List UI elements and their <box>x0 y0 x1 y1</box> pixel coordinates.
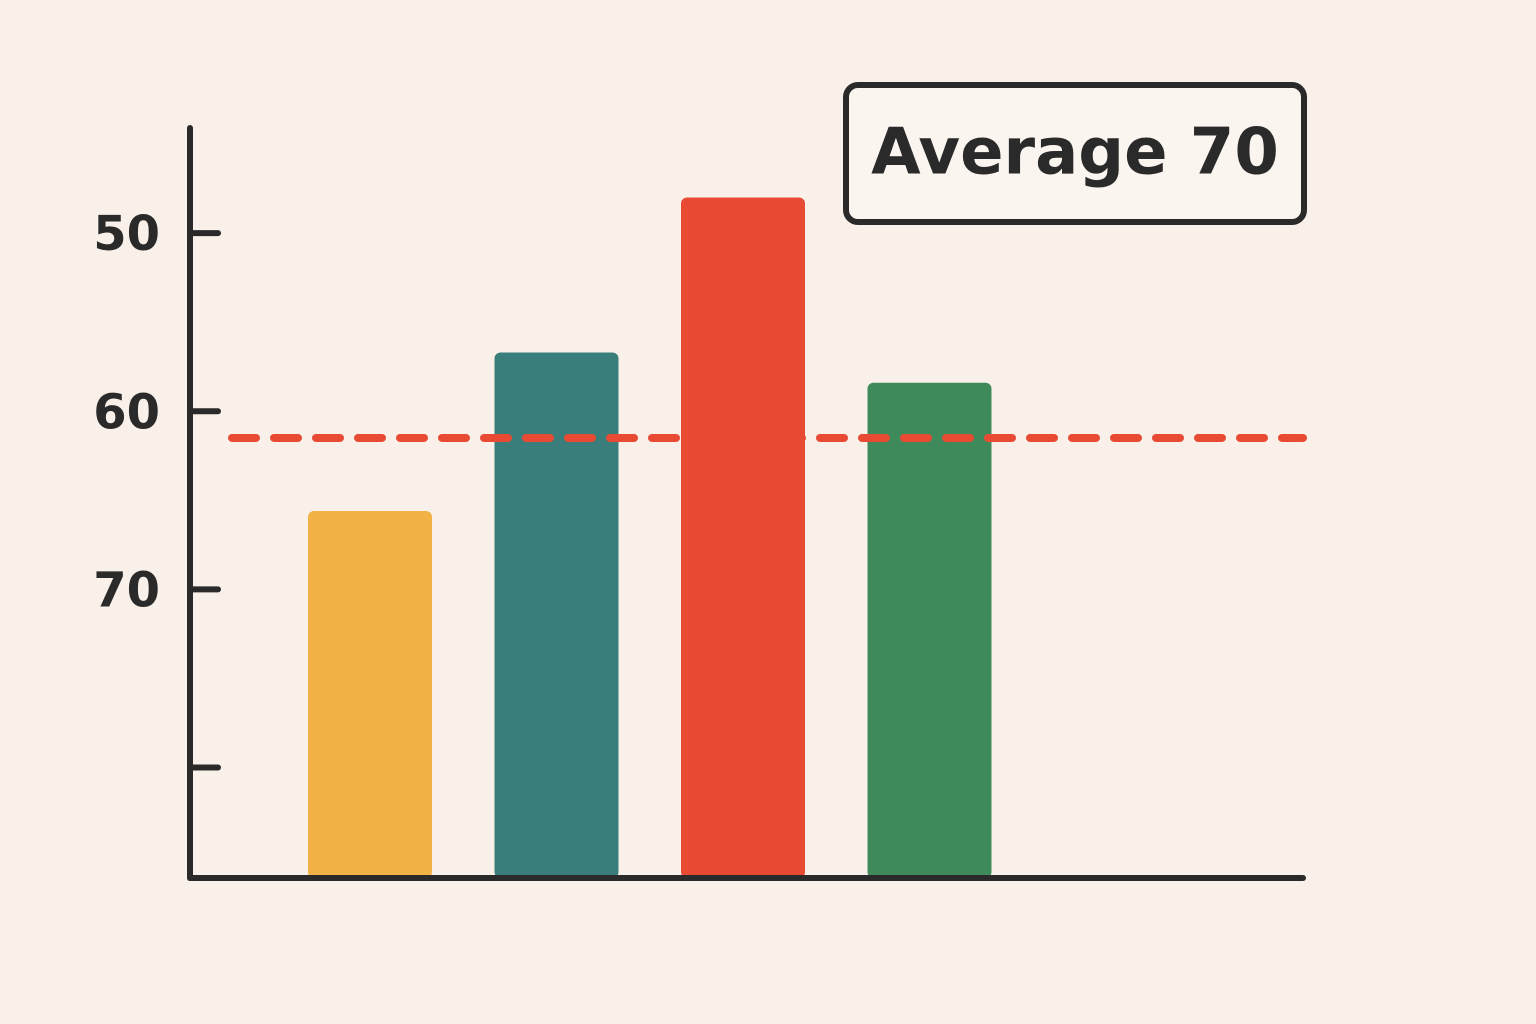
bar <box>494 352 619 878</box>
y-tick-label: 70 <box>93 562 160 618</box>
y-tick-label: 50 <box>93 206 160 262</box>
bar <box>308 511 432 878</box>
y-tick-label: 60 <box>93 384 160 440</box>
bar <box>867 382 992 878</box>
annotation-box <box>843 82 1307 225</box>
bar <box>681 197 805 879</box>
annotation: Average 70 <box>871 116 1279 190</box>
